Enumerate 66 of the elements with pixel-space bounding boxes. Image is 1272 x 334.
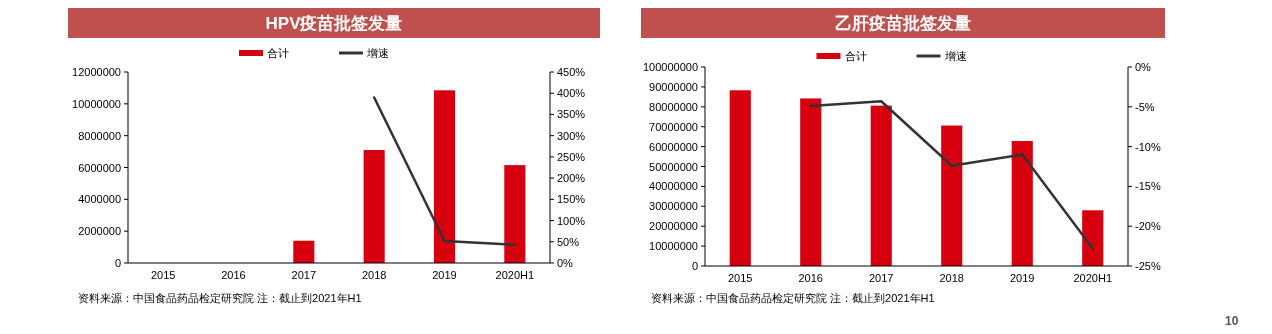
- bar: [729, 90, 751, 266]
- y2-tick-label: -20%: [1135, 220, 1161, 233]
- y-tick-label: 70000000: [649, 120, 698, 133]
- legend-label: 增速: [366, 47, 389, 59]
- y2-tick-label: 150%: [557, 193, 586, 206]
- y2-tick-label: 250%: [557, 150, 586, 163]
- y-tick-label: 0: [114, 257, 121, 269]
- y2-tick-label: -5%: [1135, 100, 1155, 113]
- x-tick-label: 2018: [361, 269, 387, 281]
- bar: [504, 165, 526, 263]
- y2-tick-label: 350%: [557, 108, 586, 121]
- bar: [433, 90, 456, 263]
- x-tick-label: 2016: [798, 272, 823, 284]
- x-tick-label: 2018: [939, 272, 964, 284]
- y2-tick-label: 100%: [557, 214, 586, 227]
- y-tick-label: 100000000: [642, 61, 698, 73]
- y-tick-label: 12000000: [72, 66, 121, 78]
- y-tick-label: 50000000: [649, 160, 698, 173]
- y-tick-label: 30000000: [649, 200, 698, 213]
- x-tick-label: 2019: [1010, 272, 1035, 284]
- x-tick-label: 2017: [291, 269, 317, 281]
- y-tick-label: 2000000: [78, 225, 121, 238]
- legend-label: 合计: [844, 50, 867, 62]
- y2-tick-label: 450%: [557, 66, 586, 78]
- y2-tick-label: 400%: [557, 87, 586, 100]
- x-tick-label: 2016: [221, 269, 246, 281]
- bar: [800, 98, 822, 266]
- y2-tick-label: 300%: [557, 129, 586, 142]
- y-tick-label: 90000000: [649, 80, 698, 93]
- x-tick-label: 2015: [150, 269, 176, 281]
- y-tick-label: 0: [691, 260, 698, 272]
- x-tick-label: 2020H1: [495, 269, 535, 281]
- bar: [1082, 210, 1104, 266]
- legend-label: 合计: [267, 47, 289, 59]
- y-tick-label: 6000000: [78, 161, 121, 174]
- y-tick-label: 80000000: [649, 100, 698, 113]
- bar: [941, 125, 963, 266]
- text: 10: [1225, 314, 1239, 328]
- y2-tick-label: 200%: [557, 172, 586, 185]
- chart-title: 乙肝疫苗批签发量: [835, 14, 971, 33]
- bar: [293, 240, 315, 263]
- y2-tick-label: 50%: [557, 235, 580, 248]
- y-tick-label: 60000000: [649, 140, 698, 153]
- chart-title: HPV疫苗批签发量: [265, 14, 403, 33]
- y-tick-label: 20000000: [649, 220, 698, 233]
- bar: [1011, 141, 1033, 266]
- y-tick-label: 10000000: [649, 240, 698, 253]
- legend-label: 增速: [943, 50, 967, 62]
- y2-tick-label: -15%: [1135, 180, 1161, 193]
- x-tick-label: 2019: [432, 269, 457, 281]
- y2-tick-label: -25%: [1135, 260, 1161, 272]
- text: 资料来源：中国食品药品检定研究院 注：截止到2021年H1: [78, 292, 362, 304]
- y2-tick-label: 0%: [557, 257, 574, 269]
- text: 资料来源：中国食品药品检定研究院 注：截止到2021年H1: [651, 292, 935, 304]
- line-series: [809, 99, 1094, 250]
- x-tick-label: 2020H1: [1073, 272, 1113, 284]
- bar: [870, 105, 892, 266]
- bar: [363, 149, 385, 263]
- y-tick-label: 4000000: [78, 193, 121, 206]
- y-tick-label: 40000000: [649, 180, 698, 193]
- y2-tick-label: -10%: [1135, 140, 1161, 153]
- y-tick-label: 8000000: [78, 129, 121, 142]
- x-tick-label: 2015: [728, 272, 753, 284]
- y2-tick-label: 0%: [1135, 61, 1152, 73]
- y-tick-label: 10000000: [72, 97, 121, 110]
- x-tick-label: 2017: [869, 272, 894, 284]
